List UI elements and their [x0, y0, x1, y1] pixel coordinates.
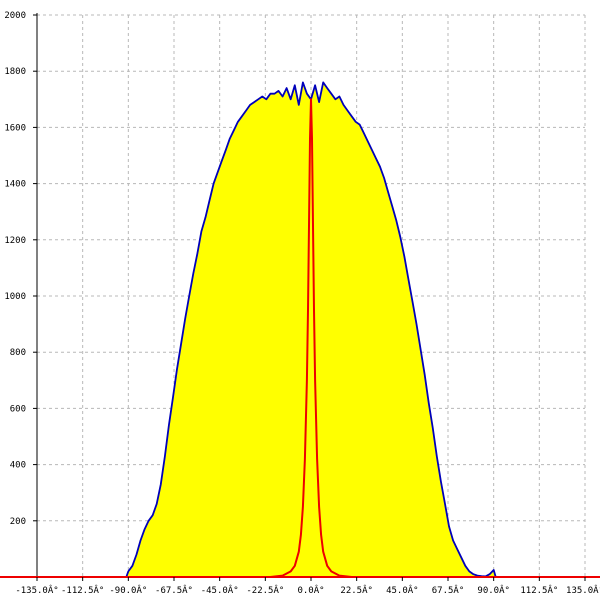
y-tick-label: 400: [10, 461, 26, 471]
y-tick-label: 1400: [4, 180, 26, 190]
series-2-line: [37, 98, 585, 578]
x-tick-label: -135.0Â°: [15, 584, 58, 596]
x-tick-label: 90.0Â°: [477, 584, 510, 596]
y-tick-label: 1600: [4, 123, 26, 133]
series-layer: [37, 81, 585, 578]
x-tick-label: 45.0Â°: [386, 584, 419, 596]
x-tick-label: -22.5Â°: [246, 584, 284, 596]
y-tick-label: 2000: [4, 11, 26, 21]
y-tick-label: 800: [10, 348, 26, 358]
x-tick-label: -45.0Â°: [201, 584, 239, 596]
x-tick-label: -67.5Â°: [155, 584, 193, 596]
y-tick-label: 1200: [4, 236, 26, 246]
tick-labels: -135.0Â° -112.5Â° -90.0Â° -67.5Â° -45.0Â° -22…: [4, 11, 600, 596]
x-tick-label: 22.5Â°: [340, 584, 373, 596]
series-1-area: [37, 82, 585, 578]
axes: [0, 13, 600, 581]
x-tick-label: 67.5Â°: [432, 584, 465, 596]
x-tick-label: 135.0Â°: [566, 584, 600, 596]
x-tick-label: -90.0Â°: [109, 584, 147, 596]
y-tick-label: 200: [10, 517, 26, 527]
y-tick-label: 1800: [4, 67, 26, 77]
x-tick-label: -112.5Â°: [61, 584, 104, 596]
y-tick-label: 1000: [4, 292, 26, 302]
x-tick-label: 0.0Â°: [297, 584, 324, 596]
y-tick-label: 600: [10, 404, 26, 414]
x-tick-label: 112.5Â°: [520, 584, 558, 596]
